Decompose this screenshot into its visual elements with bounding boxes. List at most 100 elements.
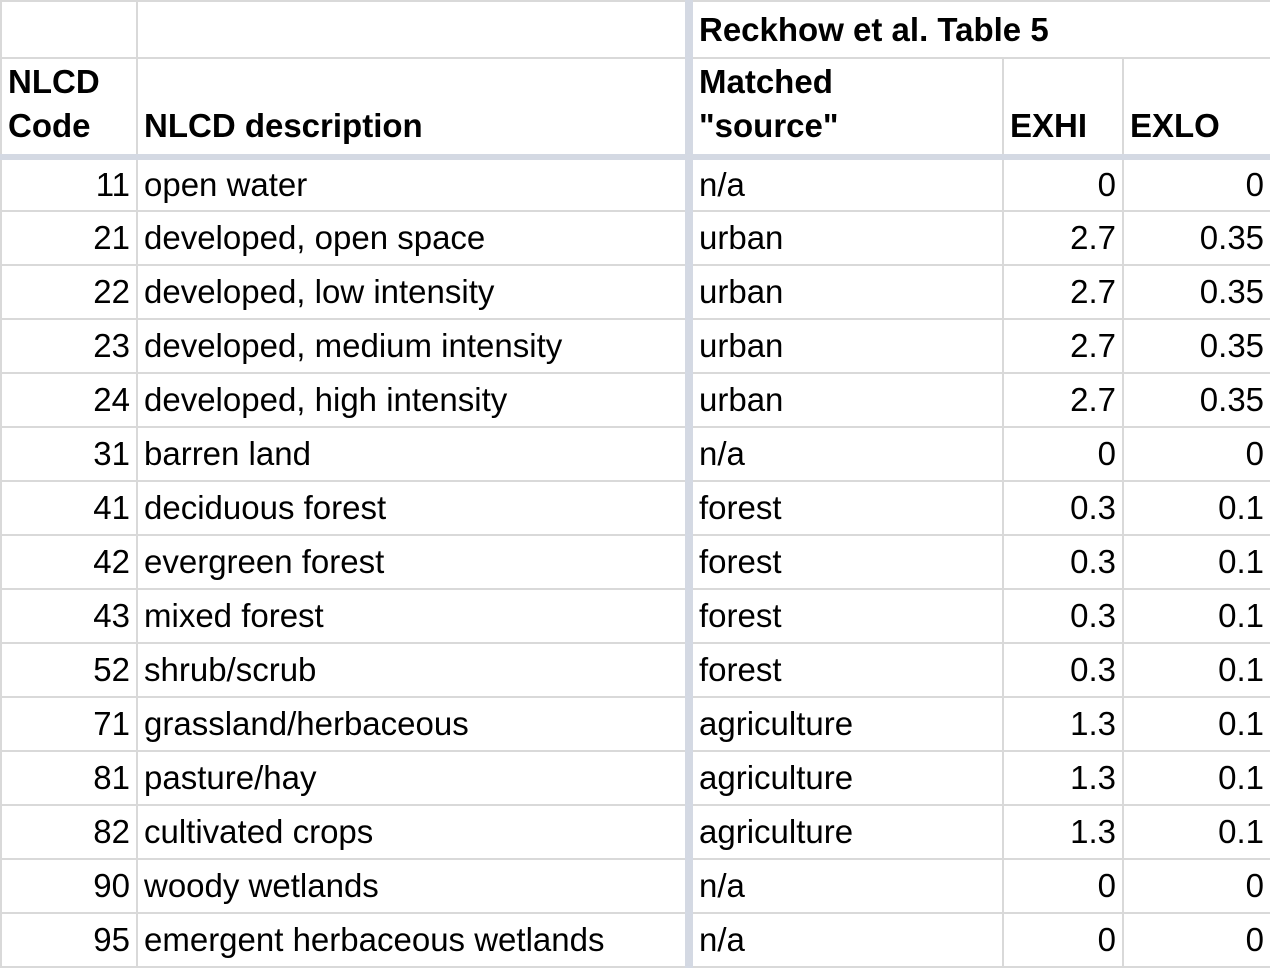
- cell-matched-source[interactable]: forest: [688, 534, 1004, 590]
- cell-exhi[interactable]: 0.3: [1002, 588, 1124, 644]
- cell-matched-source[interactable]: urban: [688, 372, 1004, 428]
- cell-matched-source[interactable]: urban: [688, 318, 1004, 374]
- cell-nlcd-code[interactable]: 11: [0, 156, 138, 212]
- table-row: 21 developed, open space urban 2.7 0.35: [0, 210, 1270, 266]
- cell-matched-source[interactable]: agriculture: [688, 804, 1004, 860]
- cell-matched-source[interactable]: agriculture: [688, 750, 1004, 806]
- cell-exlo[interactable]: 0.35: [1121, 372, 1270, 428]
- cell-matched-source[interactable]: n/a: [688, 858, 1004, 914]
- cell-exhi[interactable]: 0: [1002, 426, 1124, 482]
- empty-cell[interactable]: [0, 0, 138, 59]
- cell-exhi[interactable]: 2.7: [1002, 372, 1124, 428]
- cell-matched-source[interactable]: urban: [688, 264, 1004, 320]
- table-row: 11 open water n/a 0 0: [0, 156, 1270, 212]
- cell-nlcd-description[interactable]: developed, open space: [136, 210, 693, 266]
- header-nlcd-description[interactable]: NLCD description: [136, 57, 693, 160]
- cell-exhi[interactable]: 2.7: [1002, 318, 1124, 374]
- cell-exhi[interactable]: 2.7: [1002, 210, 1124, 266]
- cell-nlcd-code[interactable]: 41: [0, 480, 138, 536]
- cell-exlo[interactable]: 0.1: [1121, 588, 1270, 644]
- table-row: 23 developed, medium intensity urban 2.7 0.3…: [0, 318, 1270, 374]
- table-row: 43 mixed forest forest 0.3 0.1: [0, 588, 1270, 644]
- cell-exhi[interactable]: 1.3: [1002, 696, 1124, 752]
- cell-nlcd-description[interactable]: deciduous forest: [136, 480, 693, 536]
- header-source-line1: Matched: [699, 63, 833, 100]
- cell-nlcd-description[interactable]: developed, high intensity: [136, 372, 693, 428]
- cell-nlcd-code[interactable]: 42: [0, 534, 138, 590]
- cell-nlcd-code[interactable]: 90: [0, 858, 138, 914]
- header-matched-source[interactable]: Matched "source": [688, 57, 1004, 160]
- cell-nlcd-description[interactable]: cultivated crops: [136, 804, 693, 860]
- table-row: 41 deciduous forest forest 0.3 0.1: [0, 480, 1270, 536]
- cell-nlcd-code[interactable]: 82: [0, 804, 138, 860]
- cell-matched-source[interactable]: n/a: [688, 426, 1004, 482]
- cell-nlcd-description[interactable]: barren land: [136, 426, 693, 482]
- table-row: 81 pasture/hay agriculture 1.3 0.1: [0, 750, 1270, 806]
- cell-nlcd-code[interactable]: 71: [0, 696, 138, 752]
- table-row: 22 developed, low intensity urban 2.7 0.35: [0, 264, 1270, 320]
- cell-nlcd-code[interactable]: 52: [0, 642, 138, 698]
- cell-nlcd-description[interactable]: mixed forest: [136, 588, 693, 644]
- table-row: 31 barren land n/a 0 0: [0, 426, 1270, 482]
- cell-nlcd-code[interactable]: 22: [0, 264, 138, 320]
- empty-cell[interactable]: [136, 0, 693, 59]
- cell-exlo[interactable]: 0.35: [1121, 318, 1270, 374]
- cell-nlcd-description[interactable]: woody wetlands: [136, 858, 693, 914]
- header-nlcd-code[interactable]: NLCD Code: [0, 57, 138, 160]
- cell-nlcd-code[interactable]: 43: [0, 588, 138, 644]
- cell-exhi[interactable]: 0: [1002, 858, 1124, 914]
- cell-nlcd-description[interactable]: developed, low intensity: [136, 264, 693, 320]
- cell-nlcd-code[interactable]: 23: [0, 318, 138, 374]
- cell-nlcd-description[interactable]: emergent herbaceous wetlands: [136, 912, 693, 968]
- cell-exlo[interactable]: 0.35: [1121, 210, 1270, 266]
- cell-matched-source[interactable]: n/a: [688, 912, 1004, 968]
- cell-matched-source[interactable]: forest: [688, 588, 1004, 644]
- header-code-line1: NLCD: [8, 63, 100, 100]
- cell-matched-source[interactable]: n/a: [688, 156, 1004, 212]
- header-exhi[interactable]: EXHI: [1002, 57, 1124, 160]
- table-row: 71 grassland/herbaceous agriculture 1.3 0.1: [0, 696, 1270, 752]
- cell-nlcd-description[interactable]: grassland/herbaceous: [136, 696, 693, 752]
- cell-exhi[interactable]: 2.7: [1002, 264, 1124, 320]
- cell-nlcd-description[interactable]: open water: [136, 156, 693, 212]
- cell-exhi[interactable]: 1.3: [1002, 804, 1124, 860]
- cell-exhi[interactable]: 0.3: [1002, 534, 1124, 590]
- table-source-title[interactable]: Reckhow et al. Table 5: [687, 0, 1270, 59]
- cell-exlo[interactable]: 0.1: [1121, 534, 1270, 590]
- header-exlo[interactable]: EXLO: [1121, 57, 1270, 160]
- cell-nlcd-description[interactable]: developed, medium intensity: [136, 318, 693, 374]
- cell-matched-source[interactable]: agriculture: [688, 696, 1004, 752]
- cell-exlo[interactable]: 0: [1121, 426, 1270, 482]
- cell-matched-source[interactable]: forest: [688, 480, 1004, 536]
- cell-exlo[interactable]: 0: [1121, 912, 1270, 968]
- cell-nlcd-description[interactable]: shrub/scrub: [136, 642, 693, 698]
- cell-exlo[interactable]: 0.1: [1121, 804, 1270, 860]
- cell-exlo[interactable]: 0.1: [1121, 696, 1270, 752]
- cell-nlcd-description[interactable]: evergreen forest: [136, 534, 693, 590]
- cell-nlcd-code[interactable]: 81: [0, 750, 138, 806]
- cell-exhi[interactable]: 1.3: [1002, 750, 1124, 806]
- cell-exlo[interactable]: 0: [1121, 858, 1270, 914]
- cell-exhi[interactable]: 0.3: [1002, 480, 1124, 536]
- cell-nlcd-code[interactable]: 31: [0, 426, 138, 482]
- cell-nlcd-code[interactable]: 24: [0, 372, 138, 428]
- cell-exlo[interactable]: 0: [1121, 156, 1270, 212]
- cell-nlcd-code[interactable]: 95: [0, 912, 138, 968]
- table-row: 82 cultivated crops agriculture 1.3 0.1: [0, 804, 1270, 860]
- cell-exhi[interactable]: 0: [1002, 156, 1124, 212]
- cell-exhi[interactable]: 0.3: [1002, 642, 1124, 698]
- cell-exlo[interactable]: 0.35: [1121, 264, 1270, 320]
- cell-exlo[interactable]: 0.1: [1121, 480, 1270, 536]
- cell-matched-source[interactable]: urban: [688, 210, 1004, 266]
- cell-exhi[interactable]: 0: [1002, 912, 1124, 968]
- cell-exlo[interactable]: 0.1: [1121, 642, 1270, 698]
- cell-exlo[interactable]: 0.1: [1121, 750, 1270, 806]
- table-row: 24 developed, high intensity urban 2.7 0.35: [0, 372, 1270, 428]
- cell-nlcd-code[interactable]: 21: [0, 210, 138, 266]
- cell-nlcd-description[interactable]: pasture/hay: [136, 750, 693, 806]
- header-row: NLCD Code NLCD description Matched "source…: [0, 57, 1270, 160]
- table-row: 42 evergreen forest forest 0.3 0.1: [0, 534, 1270, 590]
- cell-matched-source[interactable]: forest: [688, 642, 1004, 698]
